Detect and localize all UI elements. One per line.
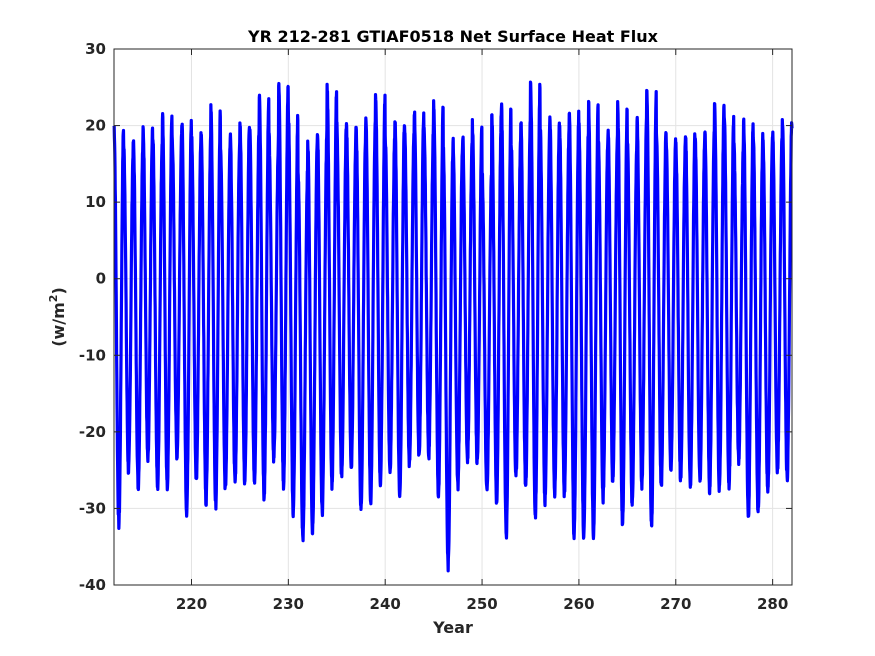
- y-axis-label-close: ): [49, 287, 68, 294]
- series-net-surface-heat-flux: [112, 80, 794, 573]
- y-tick-label: -40: [79, 576, 106, 594]
- y-tick-label: 20: [85, 117, 106, 135]
- x-tick-label: 250: [466, 595, 497, 613]
- y-axis-label-superscript: 2: [47, 295, 60, 303]
- x-axis: 220 230 240 250 260 270 280: [176, 49, 788, 613]
- y-tick-label: -30: [79, 499, 106, 517]
- x-tick-label: 280: [757, 595, 788, 613]
- x-tick-label: 270: [660, 595, 691, 613]
- y-axis-label: (w/m2): [47, 287, 68, 347]
- y-tick-label: -20: [79, 423, 106, 441]
- x-tick-label: 240: [370, 595, 401, 613]
- y-tick-label: 30: [85, 40, 106, 58]
- x-axis-label: Year: [432, 618, 473, 637]
- chart-title: YR 212-281 GTIAF0518 Net Surface Heat Fl…: [247, 27, 659, 46]
- x-tick-label: 230: [273, 595, 304, 613]
- plot-frame: [113, 48, 793, 586]
- x-tick-label: 260: [563, 595, 594, 613]
- x-tick-label: 220: [176, 595, 207, 613]
- series-line: [112, 80, 794, 573]
- y-axis-label-main: (w/m: [49, 302, 68, 347]
- y-tick-label: -10: [79, 346, 106, 364]
- y-tick-label: 0: [96, 270, 106, 288]
- y-axis: -40 -30 -20 -10 0 10 20 30: [79, 40, 792, 594]
- y-tick-label: 10: [85, 193, 106, 211]
